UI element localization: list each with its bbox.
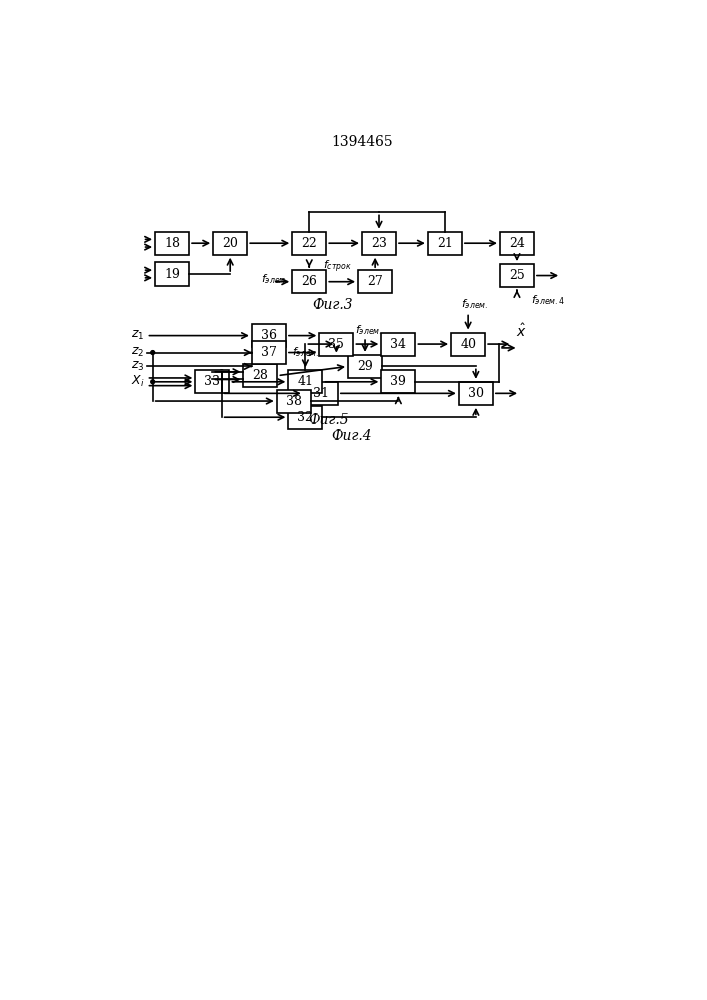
Text: 39: 39: [390, 375, 407, 388]
Text: $f_{строк}$: $f_{строк}$: [323, 259, 352, 275]
Text: $z_1$: $z_1$: [131, 329, 144, 342]
FancyBboxPatch shape: [428, 232, 462, 255]
FancyBboxPatch shape: [459, 382, 493, 405]
Circle shape: [151, 380, 155, 384]
Text: 29: 29: [357, 360, 373, 373]
FancyBboxPatch shape: [155, 262, 189, 286]
Text: $f_{элем.}$: $f_{элем.}$: [355, 323, 382, 337]
Circle shape: [220, 370, 223, 374]
FancyBboxPatch shape: [381, 370, 416, 393]
Text: Фиг.3: Фиг.3: [312, 298, 353, 312]
FancyBboxPatch shape: [381, 333, 416, 356]
Circle shape: [151, 351, 155, 354]
FancyBboxPatch shape: [362, 232, 396, 255]
FancyBboxPatch shape: [320, 333, 354, 356]
Text: 25: 25: [509, 269, 525, 282]
FancyBboxPatch shape: [292, 270, 327, 293]
Text: 21: 21: [437, 237, 452, 250]
Text: $\hat{x}$: $\hat{x}$: [516, 323, 527, 340]
FancyBboxPatch shape: [500, 264, 534, 287]
Text: $f_{элем.}$: $f_{элем.}$: [292, 345, 319, 359]
Text: Фиг.4: Фиг.4: [332, 429, 372, 443]
FancyBboxPatch shape: [195, 370, 230, 393]
Text: $f_{элем.4}$: $f_{элем.4}$: [531, 293, 566, 307]
FancyBboxPatch shape: [451, 333, 485, 356]
Text: 1394465: 1394465: [331, 135, 393, 149]
Text: 31: 31: [313, 387, 329, 400]
Text: $f_{элем.}$: $f_{элем.}$: [261, 272, 288, 286]
FancyBboxPatch shape: [358, 270, 392, 293]
Text: 36: 36: [261, 329, 277, 342]
Text: $X_i$: $X_i$: [131, 374, 144, 389]
Text: 24: 24: [509, 237, 525, 250]
Text: 37: 37: [261, 346, 277, 359]
Text: 26: 26: [301, 275, 317, 288]
FancyBboxPatch shape: [252, 341, 286, 364]
Text: $z_2$: $z_2$: [131, 346, 144, 359]
FancyBboxPatch shape: [292, 232, 327, 255]
FancyBboxPatch shape: [276, 389, 311, 413]
FancyBboxPatch shape: [288, 370, 322, 393]
FancyBboxPatch shape: [243, 364, 277, 387]
Text: 19: 19: [164, 267, 180, 280]
Text: 40: 40: [460, 338, 476, 351]
Text: 28: 28: [252, 369, 269, 382]
Text: 20: 20: [222, 237, 238, 250]
FancyBboxPatch shape: [252, 324, 286, 347]
FancyBboxPatch shape: [304, 382, 338, 405]
Text: $z_3$: $z_3$: [131, 360, 144, 373]
Text: 22: 22: [301, 237, 317, 250]
Text: 35: 35: [329, 338, 344, 351]
Text: 30: 30: [468, 387, 484, 400]
FancyBboxPatch shape: [213, 232, 247, 255]
Text: 33: 33: [204, 375, 221, 388]
Text: 23: 23: [371, 237, 387, 250]
Text: $f_{элем.}$: $f_{элем.}$: [460, 297, 488, 311]
Text: 27: 27: [367, 275, 383, 288]
FancyBboxPatch shape: [288, 406, 322, 429]
FancyBboxPatch shape: [155, 232, 189, 255]
Text: 41: 41: [298, 375, 313, 388]
Text: 34: 34: [390, 338, 407, 351]
FancyBboxPatch shape: [348, 355, 382, 378]
Text: 18: 18: [164, 237, 180, 250]
Text: 32: 32: [298, 411, 313, 424]
FancyBboxPatch shape: [500, 232, 534, 255]
Text: 38: 38: [286, 395, 302, 408]
Text: Фиг.5: Фиг.5: [308, 413, 349, 427]
